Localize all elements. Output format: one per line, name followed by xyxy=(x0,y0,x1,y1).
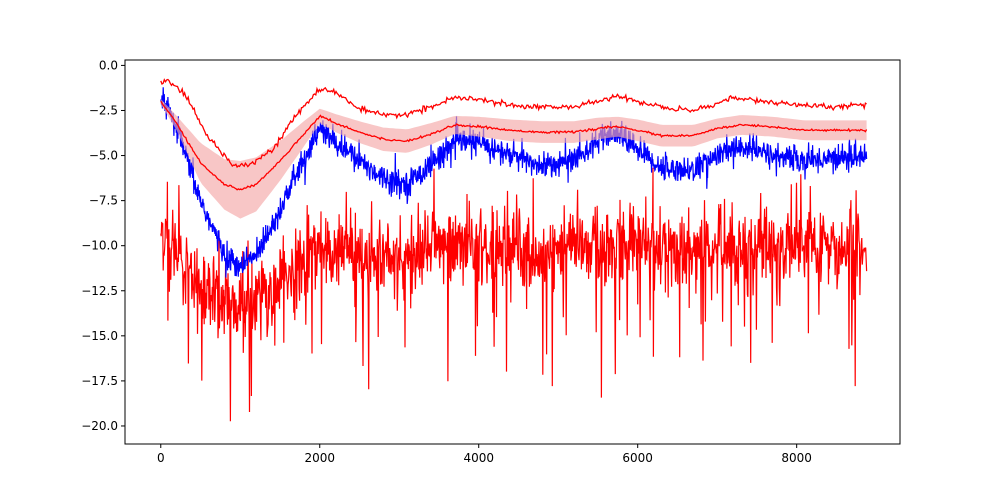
x-tick-label-3: 6000 xyxy=(622,451,653,465)
y-tick-label-7: −17.5 xyxy=(81,374,118,388)
series-2-line xyxy=(160,100,868,191)
y-tick-label-1: −2.5 xyxy=(89,103,118,117)
y-tick-label-4: −10.0 xyxy=(81,239,118,253)
y-tick-label-0: 0.0 xyxy=(99,58,118,72)
axes: 0 2000 4000 6000 8000 0.0 −2.5 −5.0 −7.5 −10.0 −12… xyxy=(81,58,901,465)
series-group xyxy=(160,78,868,422)
x-tick-label-0: 0 xyxy=(157,451,165,465)
x-tick-label-2: 4000 xyxy=(463,451,494,465)
series-3-line xyxy=(160,78,867,169)
series-2-band xyxy=(160,98,867,219)
plot-area xyxy=(160,78,868,422)
axes-frame xyxy=(124,59,901,445)
x-tick-label-1: 2000 xyxy=(304,451,335,465)
y-tick-label-3: −7.5 xyxy=(89,194,118,208)
y-tick-label-2: −5.0 xyxy=(89,149,118,163)
y-tick-label-8: −20.0 xyxy=(81,419,118,433)
y-tick-label-6: −15.0 xyxy=(81,329,118,343)
x-tick-label-4: 8000 xyxy=(781,451,812,465)
y-tick-label-5: −12.5 xyxy=(81,284,118,298)
series-0-line xyxy=(160,167,868,422)
